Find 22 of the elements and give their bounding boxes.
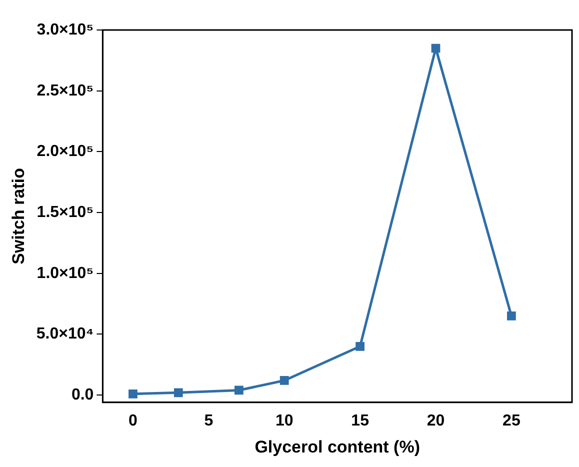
x-tick-label: 25 bbox=[502, 412, 520, 430]
y-tick-label: 5.0×10⁴ bbox=[36, 326, 94, 343]
x-tick-label: 10 bbox=[275, 412, 294, 430]
point bbox=[128, 389, 138, 398]
point bbox=[431, 44, 440, 53]
y-tick-label: 2.0×10⁵ bbox=[36, 143, 94, 160]
point bbox=[174, 388, 183, 398]
x-tick-label: 15 bbox=[351, 412, 370, 430]
point bbox=[234, 386, 244, 395]
y-tick-label: 0.0 bbox=[71, 386, 94, 404]
x-axis-title: Glycerol content (%) bbox=[254, 437, 420, 456]
x-tick-label: 20 bbox=[426, 412, 445, 430]
y-axis-title: Switch ratio bbox=[8, 168, 28, 264]
point bbox=[356, 342, 364, 351]
y-tick-label: 3.0×10⁵ bbox=[36, 21, 94, 38]
point bbox=[280, 376, 289, 385]
x-tick-label: 5 bbox=[204, 412, 214, 430]
point bbox=[507, 312, 516, 320]
y-tick-label: 1.5×10⁵ bbox=[36, 204, 94, 221]
y-tick-label: 1.0×10⁵ bbox=[36, 264, 94, 282]
x-tick-label: 0 bbox=[128, 412, 138, 430]
y-tick-label: 2.5×10⁵ bbox=[36, 82, 94, 100]
